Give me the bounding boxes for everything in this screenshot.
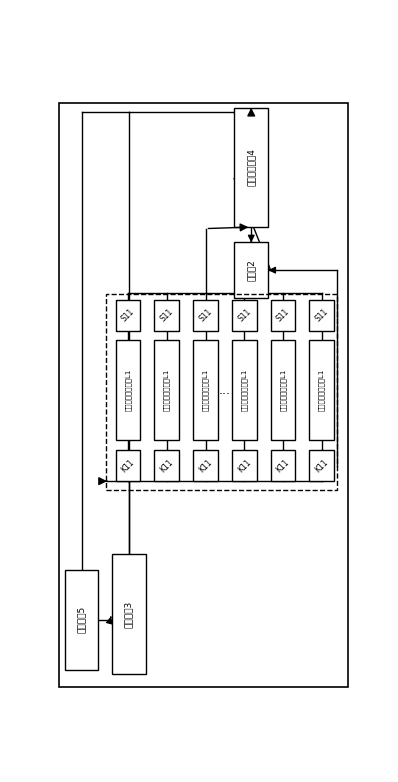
Text: 异物检测线圈模块L1: 异物检测线圈模块L1 [164, 369, 170, 411]
Bar [116, 340, 140, 440]
Bar [232, 340, 257, 440]
Text: 异物检测线圈模块L1: 异物检测线圈模块L1 [280, 369, 286, 411]
Text: S11: S11 [120, 307, 136, 324]
Bar [112, 554, 146, 673]
Bar [309, 450, 334, 481]
Bar [271, 340, 295, 440]
Bar [154, 450, 179, 481]
Bar [193, 450, 218, 481]
Text: 处理器2: 处理器2 [247, 260, 256, 281]
Text: ...: ... [219, 384, 231, 396]
Bar [193, 300, 218, 331]
Bar [65, 570, 98, 670]
Bar [116, 300, 140, 331]
Text: K11: K11 [197, 457, 214, 474]
Text: S11: S11 [197, 307, 214, 324]
Text: 异物检测线圈模块L1: 异物检测线圈模块L1 [125, 369, 131, 411]
Bar [271, 450, 295, 481]
Text: K11: K11 [158, 457, 175, 474]
Text: 异物检测线圈模块L1: 异物检测线圈模块L1 [318, 369, 325, 411]
Text: S11: S11 [158, 307, 175, 324]
Bar [193, 340, 218, 440]
Bar [154, 340, 179, 440]
Text: S11: S11 [314, 307, 330, 324]
Bar [309, 300, 334, 331]
Bar [271, 300, 295, 331]
Text: K11: K11 [314, 457, 330, 474]
Text: K11: K11 [120, 457, 137, 474]
Text: K11: K11 [236, 457, 253, 474]
Text: 谐振电路3: 谐振电路3 [124, 601, 133, 628]
Bar [232, 450, 257, 481]
Bar [105, 294, 336, 490]
Bar [234, 242, 268, 298]
Text: 电压采样电路4: 电压采样电路4 [247, 149, 256, 186]
Bar [232, 300, 257, 331]
Text: 异物检测线圈模块L1: 异物检测线圈模块L1 [241, 369, 248, 411]
Bar [234, 108, 268, 227]
Bar [116, 450, 140, 481]
Text: 供电电源5: 供电电源5 [77, 606, 86, 633]
Text: S11: S11 [275, 307, 291, 324]
Text: S11: S11 [236, 307, 252, 324]
Bar [309, 340, 334, 440]
Text: 异物检测线圈模块L1: 异物检测线圈模块L1 [202, 369, 209, 411]
Bar [154, 300, 179, 331]
Text: K11: K11 [275, 457, 291, 474]
